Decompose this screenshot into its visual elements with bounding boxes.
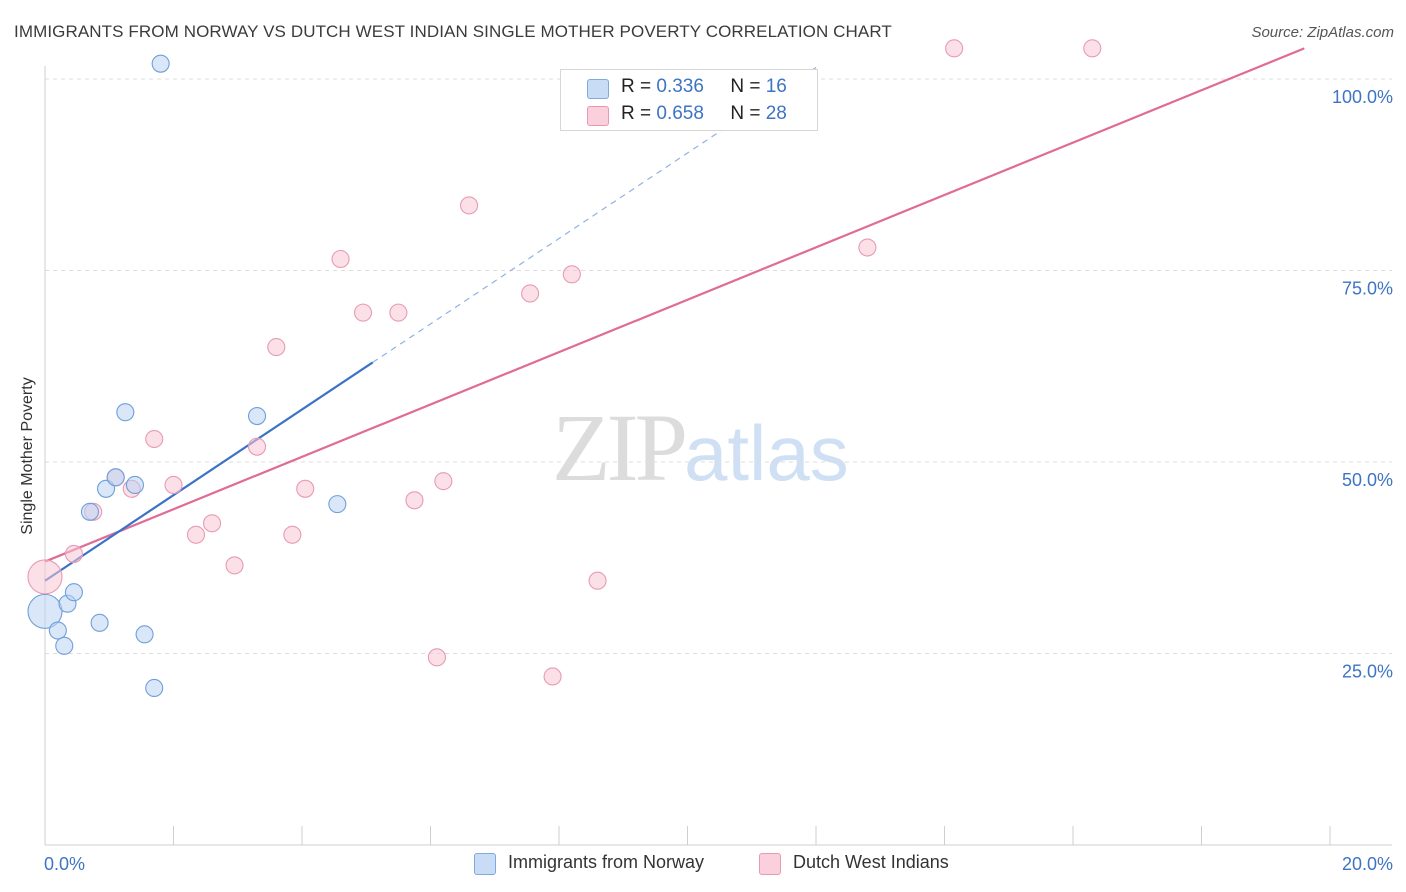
bottom-legend-label-dutch-west-indians: Dutch West Indians: [793, 852, 949, 872]
data-point-dutch-west-indians: [27, 559, 63, 595]
data-point-norway: [27, 593, 63, 629]
data-point-norway: [328, 495, 347, 514]
watermark: ZIPatlas: [552, 400, 849, 496]
data-point-dutch-west-indians: [283, 525, 302, 544]
y-tick-label: 75.0%: [1342, 279, 1393, 299]
bottom-legend-swatch-dutch-west-indians: [759, 853, 781, 875]
data-point-dutch-west-indians: [427, 648, 446, 667]
y-tick-label: 50.0%: [1342, 470, 1393, 490]
watermark-zip: ZIP: [552, 394, 688, 501]
source-label: Source: ZipAtlas.com: [1251, 24, 1394, 41]
trendline-dutch-west-indians: [44, 47, 1305, 563]
legend-swatch-norway: [587, 79, 609, 99]
data-point-dutch-west-indians: [588, 571, 607, 590]
correlation-legend: R = 0.336 N = 16 R = 0.658 N = 28: [560, 69, 818, 131]
watermark-atlas: atlas: [684, 409, 849, 497]
legend-r-value: 0.658: [656, 103, 704, 124]
trendline-norway: [44, 361, 374, 582]
legend-swatch-dutch-west-indians: [587, 106, 609, 126]
data-point-dutch-west-indians: [521, 284, 540, 303]
legend-r-value: 0.336: [656, 76, 704, 97]
data-point-dutch-west-indians: [459, 196, 479, 215]
legend-n-label: N =: [730, 103, 761, 124]
legend-r-label: R =: [621, 103, 652, 124]
bottom-legend-label-norway: Immigrants from Norway: [508, 852, 705, 872]
data-point-norway: [151, 54, 170, 73]
data-point-dutch-west-indians: [64, 544, 83, 563]
data-point-dutch-west-indians: [267, 338, 286, 357]
data-point-dutch-west-indians: [543, 667, 562, 686]
data-point-dutch-west-indians: [945, 39, 964, 58]
data-point-dutch-west-indians: [405, 491, 424, 510]
data-point-norway: [247, 406, 267, 426]
y-tick-label: 100.0%: [1332, 87, 1393, 107]
chart-title: IMMIGRANTS FROM NORWAY VS DUTCH WEST IND…: [14, 22, 892, 41]
y-tick-label: 25.0%: [1342, 662, 1393, 682]
data-point-norway: [80, 502, 100, 521]
data-point-norway: [116, 403, 135, 422]
data-point-norway: [55, 636, 74, 655]
data-point-dutch-west-indians: [389, 303, 408, 322]
legend-n-label: N =: [730, 76, 761, 97]
data-point-dutch-west-indians: [562, 265, 581, 284]
data-point-dutch-west-indians: [145, 429, 164, 449]
x-tick-label: 20.0%: [1342, 854, 1393, 874]
data-point-dutch-west-indians: [247, 437, 267, 456]
data-point-dutch-west-indians: [296, 479, 315, 498]
data-point-norway: [64, 583, 83, 602]
data-point-norway: [125, 475, 144, 495]
legend-n-value: 16: [765, 76, 787, 97]
data-point-dutch-west-indians: [858, 238, 877, 257]
data-point-dutch-west-indians: [1083, 39, 1102, 58]
data-point-norway: [135, 625, 154, 644]
data-point-dutch-west-indians: [164, 475, 183, 495]
data-point-dutch-west-indians: [331, 249, 350, 269]
data-point-norway: [90, 613, 109, 632]
x-tick-label: 0.0%: [44, 854, 85, 874]
y-axis-label: Single Mother Poverty: [19, 377, 36, 535]
bottom-legend-swatch-norway: [474, 853, 496, 875]
data-point-norway: [145, 678, 164, 698]
data-point-dutch-west-indians: [186, 525, 206, 544]
data-point-norway: [48, 621, 67, 640]
legend-n-value: 28: [765, 103, 787, 124]
data-point-dutch-west-indians: [225, 556, 244, 575]
data-point-dutch-west-indians: [203, 514, 222, 533]
data-point-norway: [106, 468, 125, 487]
data-point-dutch-west-indians: [353, 303, 373, 322]
legend-r-label: R =: [621, 76, 652, 97]
data-point-dutch-west-indians: [434, 472, 453, 491]
